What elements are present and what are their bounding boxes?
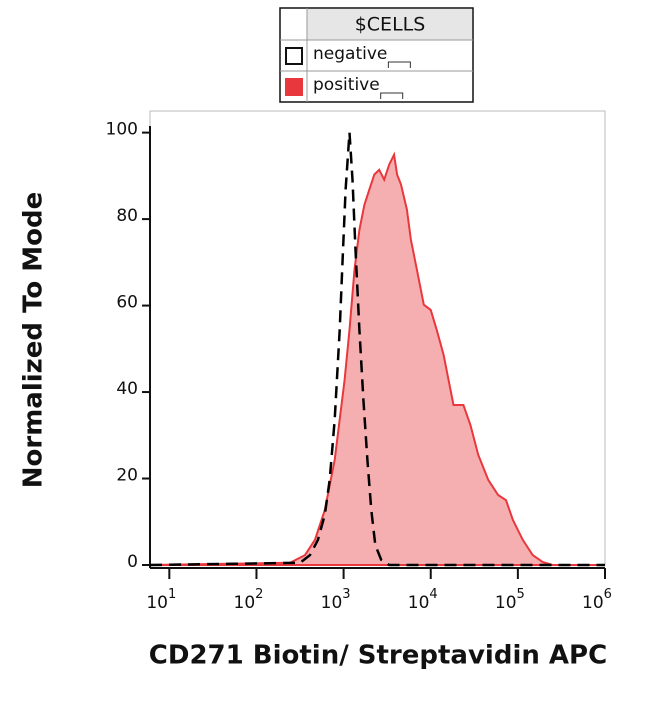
legend-bracket xyxy=(387,61,411,68)
x-tick-exponent: 4 xyxy=(429,587,437,602)
legend-bracket xyxy=(380,92,404,99)
x-tick-exponent: 3 xyxy=(342,587,350,602)
legend-title: $CELLS xyxy=(355,14,426,36)
x-tick-label: 103 xyxy=(321,587,351,614)
y-tick-label: 0 xyxy=(127,552,138,572)
x-tick-label: 104 xyxy=(408,587,438,614)
y-tick-label: 40 xyxy=(116,379,138,399)
x-tick-base: 10 xyxy=(582,593,604,613)
x-tick-label: 105 xyxy=(495,587,525,614)
x-tick-base: 10 xyxy=(495,593,517,613)
x-tick-exponent: 1 xyxy=(168,587,176,602)
x-tick-exponent: 2 xyxy=(255,587,263,602)
x-tick-base: 10 xyxy=(234,593,256,613)
y-tick-label: 100 xyxy=(106,120,138,140)
x-tick-base: 10 xyxy=(408,593,430,613)
legend-swatch xyxy=(285,78,303,96)
x-tick-label: 101 xyxy=(146,587,176,614)
y-axis-title: Normalized To Mode xyxy=(19,192,49,489)
y-tick-label: 20 xyxy=(116,466,138,486)
x-tick-exponent: 5 xyxy=(517,587,525,602)
x-tick-exponent: 6 xyxy=(604,587,612,602)
legend-swatch xyxy=(285,47,303,65)
x-axis-title: CD271 Biotin/ Streptavidin APC xyxy=(149,641,607,671)
y-tick-label: 80 xyxy=(116,206,138,226)
series-line xyxy=(149,151,605,566)
series-line xyxy=(149,132,605,567)
x-tick-label: 106 xyxy=(582,587,612,614)
legend-label: negative xyxy=(313,44,387,64)
legend-label: positive xyxy=(313,75,380,95)
x-tick-base: 10 xyxy=(321,593,343,613)
y-tick-label: 60 xyxy=(116,293,138,313)
legend-header-bg xyxy=(307,9,472,40)
x-tick-base: 10 xyxy=(146,593,168,613)
x-tick-label: 102 xyxy=(234,587,264,614)
